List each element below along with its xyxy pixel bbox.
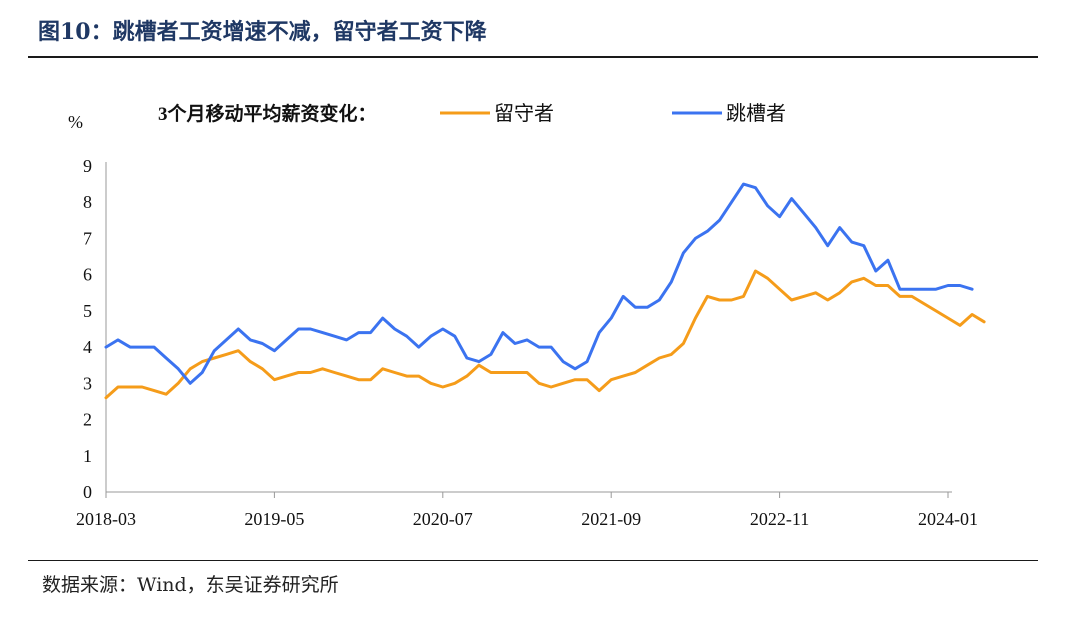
x-tick-label: 2024-01 bbox=[918, 509, 978, 529]
y-axis-unit-label: % bbox=[68, 112, 83, 132]
x-tick-label: 2021-09 bbox=[581, 509, 641, 529]
legend-caption: 3个月移动平均薪资变化： bbox=[158, 102, 377, 125]
bottom-rule bbox=[28, 560, 1038, 561]
x-axis: 2018-03 2019-05 2020-07 2021-09 2022-11 2024-… bbox=[76, 491, 978, 529]
y-tick-label: 9 bbox=[83, 156, 92, 176]
source-note: 数据来源：Wind，东吴证券研究所 bbox=[42, 574, 339, 596]
y-tick-label: 1 bbox=[83, 446, 92, 466]
top-rule bbox=[28, 56, 1038, 58]
x-tick-label: 2020-07 bbox=[413, 509, 473, 529]
y-tick-label: 0 bbox=[83, 482, 92, 502]
x-tick-label: 2018-03 bbox=[76, 509, 136, 529]
legend-label: 留守者 bbox=[494, 102, 554, 125]
y-tick-label: 7 bbox=[83, 228, 92, 248]
x-tick-label: 2022-11 bbox=[750, 509, 809, 529]
y-tick-label: 3 bbox=[83, 373, 92, 393]
series-line-stayers bbox=[104, 269, 986, 400]
legend-label: 跳槽者 bbox=[726, 102, 786, 125]
legend: 留守者 跳槽者 bbox=[440, 102, 786, 125]
y-tick-label: 6 bbox=[83, 265, 92, 285]
y-tick-label: 2 bbox=[83, 410, 92, 430]
line-chart: % 3个月移动平均薪资变化： 留守者 跳槽者 0 1 2 3 4 5 6 7 8 9 2018-03… bbox=[68, 102, 986, 529]
series-line-switchers bbox=[104, 182, 974, 385]
figure-title: 图10：跳槽者工资增速不减，留守者工资下降 bbox=[38, 19, 487, 45]
y-tick-label: 4 bbox=[83, 337, 92, 357]
x-tick-label: 2019-05 bbox=[244, 509, 304, 529]
y-axis: 0 1 2 3 4 5 6 7 8 9 bbox=[83, 156, 107, 502]
y-tick-label: 5 bbox=[83, 301, 92, 321]
series-lines bbox=[104, 182, 986, 400]
y-tick-label: 8 bbox=[83, 192, 92, 212]
